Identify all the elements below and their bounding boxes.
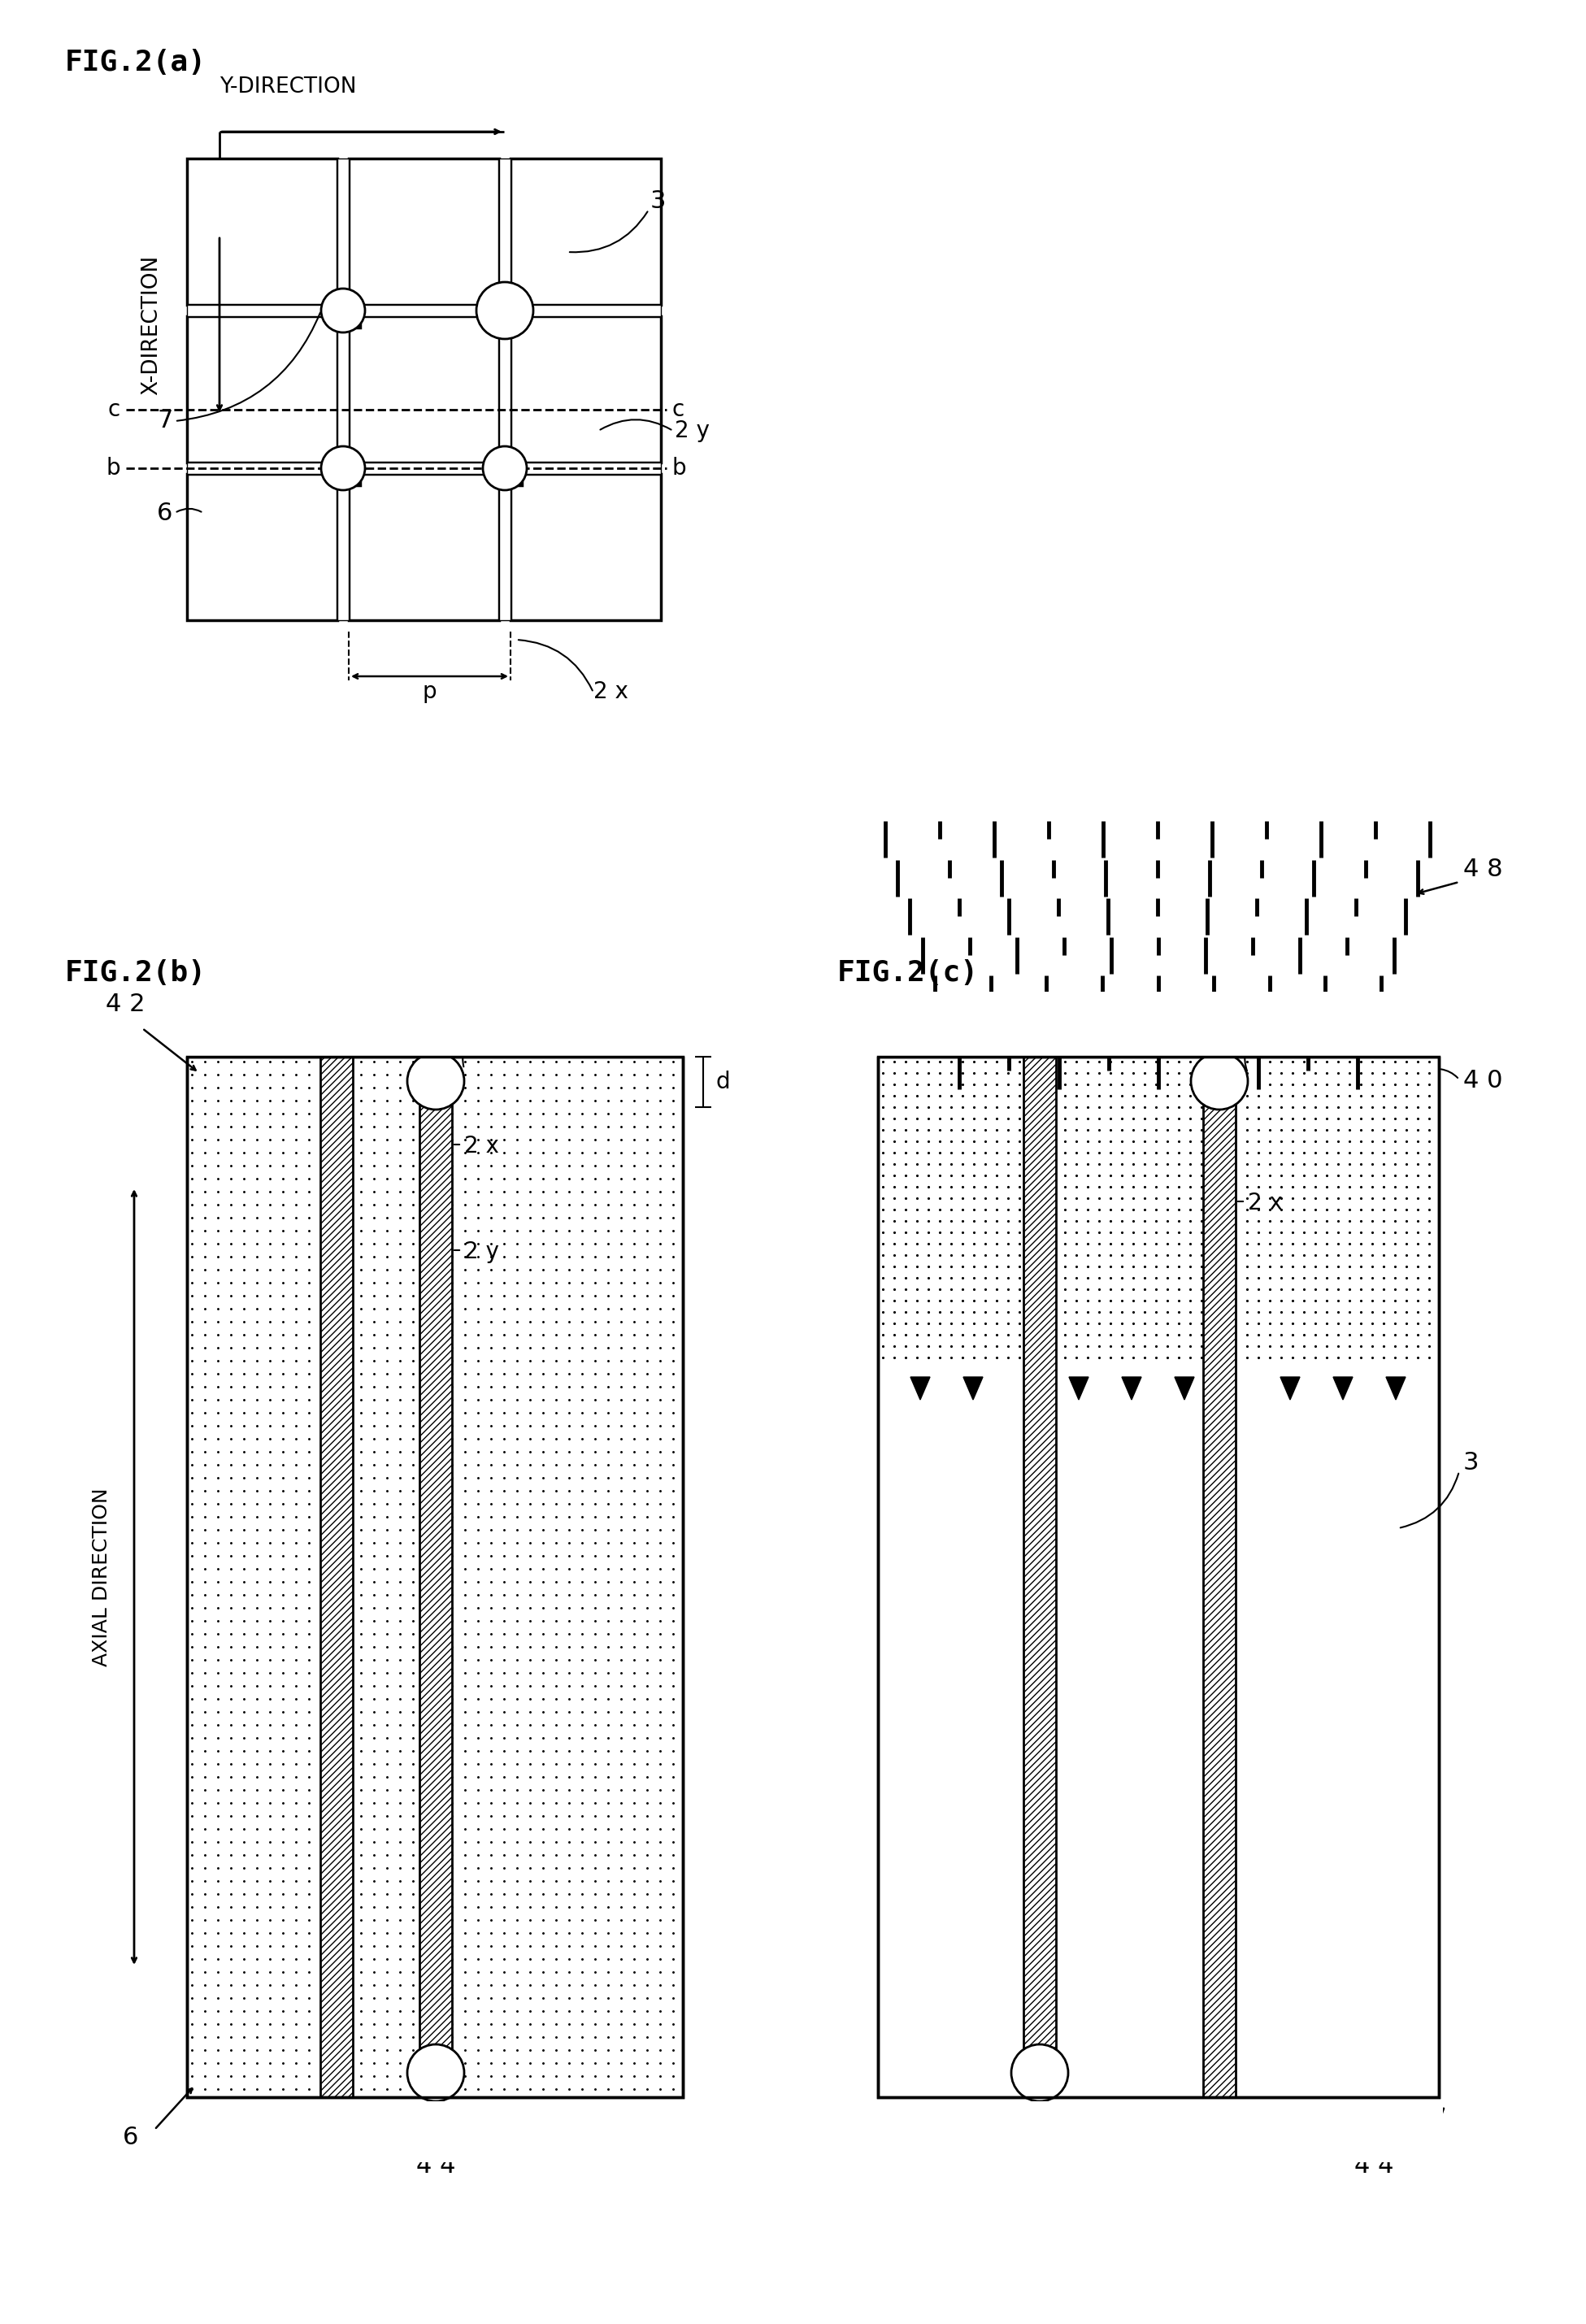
Polygon shape bbox=[1280, 1378, 1301, 1399]
Circle shape bbox=[476, 281, 533, 339]
Bar bbox=[874, 992, 1443, 1057]
Bar bbox=[500, 462, 522, 486]
Text: FIG.2(a): FIG.2(a) bbox=[65, 49, 206, 77]
Text: FIG.2(b): FIG.2(b) bbox=[65, 960, 206, 988]
Polygon shape bbox=[1069, 1378, 1088, 1399]
Bar bbox=[187, 316, 338, 462]
Bar bbox=[187, 158, 338, 304]
Bar bbox=[1023, 1057, 1056, 2096]
Polygon shape bbox=[910, 1378, 929, 1399]
Text: AXIAL DIRECTION: AXIAL DIRECTION bbox=[92, 1487, 111, 1666]
Circle shape bbox=[482, 446, 527, 490]
Polygon shape bbox=[1334, 1378, 1353, 1399]
Bar bbox=[879, 1057, 1439, 2096]
Text: b: b bbox=[671, 458, 685, 479]
Text: c: c bbox=[671, 397, 684, 421]
Bar bbox=[187, 462, 338, 474]
Bar bbox=[511, 462, 661, 474]
Bar bbox=[500, 474, 511, 621]
Bar bbox=[338, 316, 349, 462]
Text: Y-DIRECTION: Y-DIRECTION bbox=[219, 77, 357, 98]
Bar bbox=[187, 304, 338, 316]
Text: 4 8: 4 8 bbox=[1464, 858, 1504, 881]
Bar bbox=[320, 1057, 352, 2096]
Circle shape bbox=[320, 446, 365, 490]
Circle shape bbox=[1191, 1053, 1248, 1109]
Text: c: c bbox=[108, 397, 121, 421]
Bar bbox=[500, 158, 511, 304]
Text: 2 x: 2 x bbox=[593, 681, 628, 704]
Text: 7: 7 bbox=[476, 1016, 492, 1041]
Bar bbox=[338, 462, 360, 486]
Bar bbox=[1204, 1057, 1235, 2096]
Bar bbox=[419, 1057, 452, 2096]
Bar bbox=[874, 2101, 1443, 2161]
Bar bbox=[511, 304, 661, 316]
Bar bbox=[511, 316, 661, 462]
Text: 6: 6 bbox=[122, 2126, 138, 2150]
Bar bbox=[349, 474, 500, 621]
Text: p: p bbox=[422, 681, 436, 704]
Bar bbox=[511, 474, 661, 621]
Bar bbox=[1023, 1057, 1056, 2096]
Polygon shape bbox=[1121, 1378, 1142, 1399]
Bar bbox=[349, 304, 500, 316]
Text: d: d bbox=[715, 1071, 730, 1092]
Circle shape bbox=[1012, 2045, 1069, 2101]
Circle shape bbox=[320, 288, 365, 332]
Polygon shape bbox=[1386, 1378, 1405, 1399]
Bar bbox=[500, 304, 522, 328]
Bar bbox=[879, 1057, 1439, 2096]
Bar bbox=[187, 474, 338, 621]
Text: 4 4: 4 4 bbox=[1354, 2154, 1394, 2178]
Text: FIG.2(c): FIG.2(c) bbox=[837, 960, 979, 988]
Text: 7: 7 bbox=[1256, 1016, 1272, 1041]
Bar bbox=[338, 158, 349, 304]
Circle shape bbox=[408, 2045, 465, 2101]
Bar bbox=[320, 1057, 352, 2096]
Bar bbox=[419, 1057, 452, 2096]
Bar bbox=[338, 474, 349, 621]
Bar bbox=[187, 1057, 684, 2096]
Bar bbox=[182, 995, 687, 1057]
Bar bbox=[879, 1057, 1439, 2096]
Bar bbox=[349, 158, 500, 304]
Text: X-DIRECTION: X-DIRECTION bbox=[141, 256, 162, 395]
Polygon shape bbox=[1175, 1378, 1194, 1399]
Text: 7: 7 bbox=[157, 409, 173, 432]
Bar bbox=[338, 304, 360, 328]
Text: 6: 6 bbox=[157, 502, 173, 525]
Text: 2 x: 2 x bbox=[1248, 1192, 1283, 1215]
Text: 3: 3 bbox=[1464, 1452, 1480, 1476]
Bar bbox=[500, 316, 511, 462]
Polygon shape bbox=[963, 1378, 983, 1399]
Bar bbox=[1204, 1057, 1235, 2096]
Text: b: b bbox=[106, 458, 121, 479]
Text: 2 x: 2 x bbox=[465, 1134, 500, 1157]
Text: 2 y: 2 y bbox=[674, 418, 709, 442]
Text: 2 y: 2 y bbox=[465, 1241, 500, 1264]
Text: 4 0: 4 0 bbox=[1464, 1069, 1502, 1092]
Bar bbox=[187, 1057, 684, 2096]
Text: 4 4: 4 4 bbox=[416, 2154, 455, 2178]
Bar bbox=[349, 462, 500, 474]
Circle shape bbox=[408, 1053, 465, 1109]
Bar bbox=[349, 316, 500, 462]
Bar bbox=[182, 2101, 687, 2161]
Text: 3: 3 bbox=[650, 191, 666, 214]
Text: 4 2: 4 2 bbox=[106, 992, 144, 1016]
Bar bbox=[511, 158, 661, 304]
